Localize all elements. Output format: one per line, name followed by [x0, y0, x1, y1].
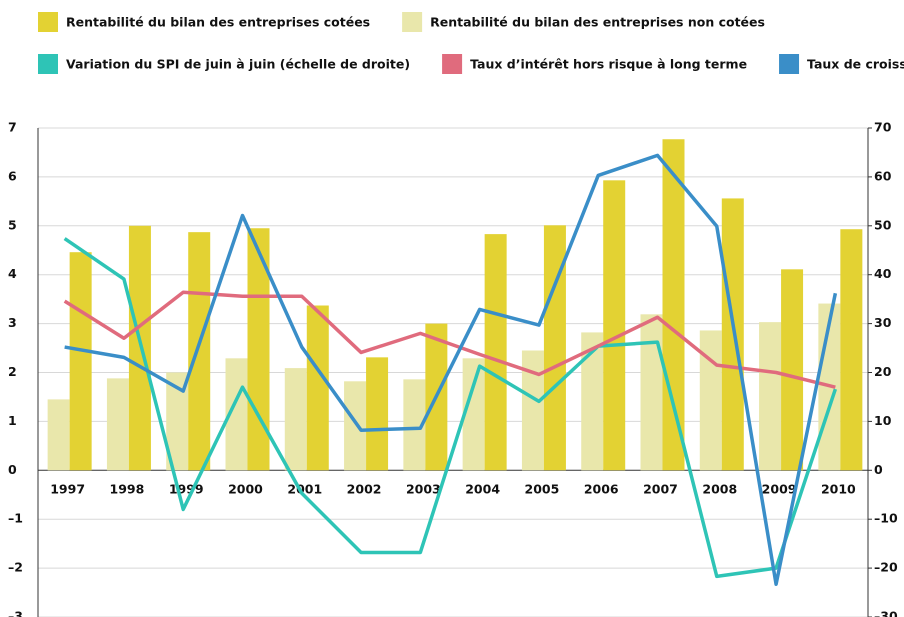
legend-label: Taux de croissance du PIB: [807, 57, 904, 72]
bar: [699, 330, 722, 471]
bar: [69, 252, 92, 471]
y2-tick-label: 20: [874, 364, 892, 379]
bar: [581, 332, 604, 471]
line: [63, 237, 838, 579]
y-tick-label: 5: [8, 217, 17, 232]
bar: [543, 225, 566, 471]
x-tick-label: 2003: [406, 482, 441, 497]
y2-tick-label: –10: [874, 511, 898, 526]
y-tick-label: –1: [8, 511, 23, 526]
legend-swatch: [38, 54, 58, 74]
legend-swatch: [779, 54, 800, 74]
y-tick-label: 1: [8, 413, 17, 428]
y-tick-label: –2: [8, 560, 23, 575]
line: [64, 153, 838, 586]
bar: [640, 314, 663, 471]
bar: [247, 228, 270, 471]
legend-swatch: [38, 12, 58, 32]
y-tick-label: 4: [8, 266, 17, 281]
x-tick-label: 1998: [110, 482, 145, 497]
bar: [662, 139, 685, 471]
y2-tick-label: 10: [874, 413, 892, 428]
y-tick-label: 7: [8, 120, 17, 135]
bar: [344, 381, 367, 471]
bar: [840, 229, 863, 471]
bar: [47, 399, 70, 471]
x-tick-label: 2007: [643, 482, 678, 497]
x-tick-label: 1999: [169, 482, 204, 497]
bar: [166, 372, 189, 471]
bar: [603, 180, 626, 471]
x-tick-label: 2000: [228, 482, 263, 497]
bar: [781, 269, 804, 471]
legend-swatch: [442, 54, 463, 74]
bar: [759, 322, 782, 471]
x-tick-label: 2010: [821, 482, 856, 497]
y-tick-label: 2: [8, 364, 17, 379]
bar: [284, 368, 307, 471]
legend-label: Taux d’intérêt hors risque à long terme: [470, 57, 747, 72]
line: [63, 290, 836, 389]
x-tick-label: 1997: [50, 482, 85, 497]
bar: [521, 350, 544, 471]
bar: [484, 234, 507, 471]
legend-label: Rentabilité du bilan des entreprises non…: [430, 15, 765, 30]
x-tick-label: 2006: [584, 482, 619, 497]
legend-label: Rentabilité du bilan des entreprises cot…: [66, 15, 370, 30]
legend-swatch: [402, 12, 423, 32]
bar: [106, 378, 129, 471]
y2-tick-label: 30: [874, 315, 892, 330]
y-tick-label: 3: [8, 315, 17, 330]
y2-tick-label: –30: [874, 609, 898, 617]
y-tick-label: 0: [8, 462, 17, 477]
x-tick-label: 2008: [702, 482, 737, 497]
bar: [721, 198, 744, 471]
x-tick-label: 2005: [525, 482, 560, 497]
bar: [306, 305, 329, 471]
y2-tick-label: 40: [874, 266, 892, 281]
y2-tick-label: 70: [874, 120, 892, 135]
bar: [462, 358, 485, 471]
y2-tick-label: 50: [874, 217, 892, 232]
bar: [403, 379, 426, 471]
y2-tick-label: 60: [874, 168, 892, 183]
y2-tick-label: –20: [874, 560, 898, 575]
legend-label: Variation du SPI de juin à juin (échelle…: [66, 57, 410, 72]
y2-tick-label: 0: [874, 462, 883, 477]
bar: [188, 232, 211, 471]
y-tick-label: –3: [8, 609, 23, 617]
x-tick-label: 2009: [762, 482, 797, 497]
x-tick-label: 2002: [347, 482, 382, 497]
bar: [366, 357, 389, 471]
x-tick-label: 2004: [465, 482, 500, 497]
y-tick-label: 6: [8, 168, 17, 183]
